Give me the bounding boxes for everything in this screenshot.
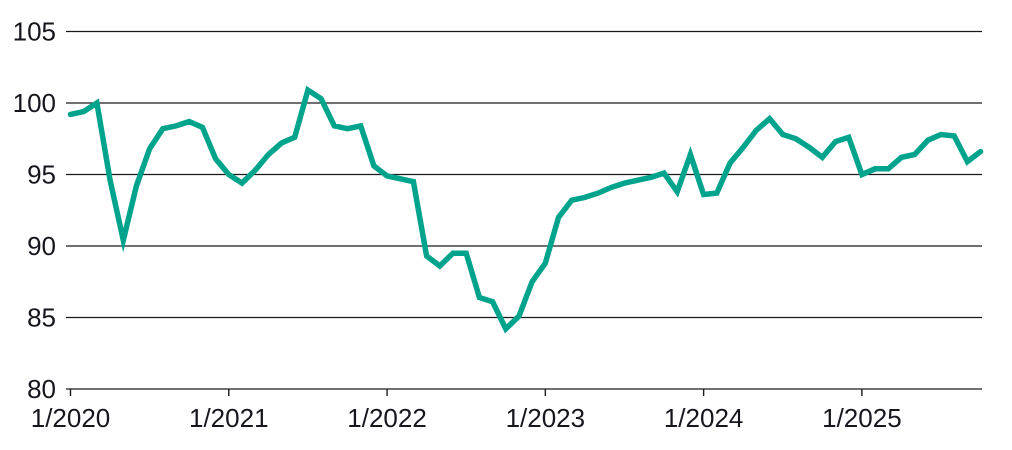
x-axis-ticks: [69, 389, 863, 396]
x-axis-label-1/2025: 1/2025: [822, 403, 902, 433]
y-axis-label-80: 80: [27, 374, 56, 404]
x-axis-label-1/2023: 1/2023: [506, 403, 586, 433]
y-axis-label-95: 95: [27, 160, 56, 190]
x-axis-label-1/2024: 1/2024: [664, 403, 744, 433]
y-axis-labels: 80 85 90 95 100 105: [13, 17, 56, 405]
x-axis-labels: 1/2020 1/2021 1/2022 1/2023 1/2024 1/2025: [31, 403, 902, 433]
y-axis-label-100: 100: [13, 88, 56, 118]
x-axis-label-1/2020: 1/2020: [31, 403, 111, 433]
x-axis-label-1/2022: 1/2022: [347, 403, 427, 433]
gridlines: [66, 30, 982, 390]
x-axis-label-1/2021: 1/2021: [189, 403, 269, 433]
y-axis-label-105: 105: [13, 17, 56, 47]
series-line: [67, 85, 984, 334]
y-axis-label-85: 85: [27, 303, 56, 333]
y-axis-label-90: 90: [27, 231, 56, 261]
